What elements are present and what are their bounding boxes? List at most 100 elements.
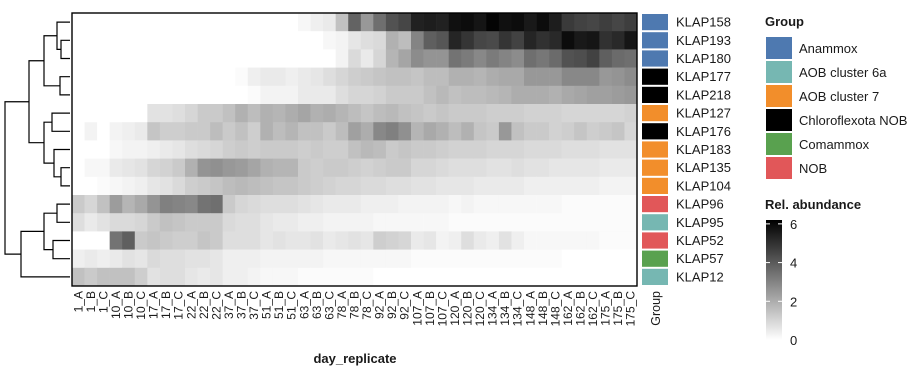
heatmap-cell <box>272 49 286 68</box>
heatmap-cell <box>72 249 85 269</box>
dendrogram-link <box>51 112 70 132</box>
heatmap-cell <box>84 31 98 50</box>
row-label: KLAP57 <box>676 251 724 266</box>
heatmap-cell <box>298 213 311 232</box>
heatmap-cell <box>335 249 349 269</box>
heatmap-cell <box>423 49 437 68</box>
heatmap-cell <box>109 140 123 159</box>
heatmap-cell <box>498 140 512 159</box>
heatmap-cell <box>624 158 638 178</box>
heatmap-cell <box>172 122 186 141</box>
heatmap-cell <box>511 13 525 32</box>
heatmap-cell <box>511 249 525 269</box>
heatmap-cell <box>197 104 211 123</box>
heatmap-cell <box>310 122 324 141</box>
heatmap-cell <box>185 122 198 141</box>
heatmap-cell <box>222 31 236 50</box>
column-label: 51_C <box>285 291 299 320</box>
heatmap-cell <box>586 195 600 214</box>
heatmap-cell <box>436 158 449 178</box>
heatmap-cell <box>398 213 412 232</box>
heatmap-cell <box>360 195 374 214</box>
heatmap-cell <box>586 85 600 105</box>
heatmap-cell <box>599 249 613 269</box>
heatmap-cell <box>574 213 588 232</box>
heatmap-cell <box>97 104 110 123</box>
heatmap-cell <box>385 49 399 68</box>
column-label: 92_B <box>385 291 399 319</box>
heatmap-cell <box>185 267 198 287</box>
column-label: 37_A <box>222 291 236 319</box>
heatmap-cell <box>398 49 412 68</box>
heatmap-cell <box>247 67 261 87</box>
heatmap-cell <box>235 31 249 50</box>
heatmap-cell <box>473 213 487 232</box>
heatmap-cell <box>461 85 475 105</box>
heatmap-cell <box>373 104 387 123</box>
row-labels: KLAP158 KLAP193 KLAP180 KLAP177 KLAP218 KLAP1… <box>676 15 731 285</box>
heatmap-cell <box>524 231 537 250</box>
heatmap-cell <box>611 195 625 214</box>
heatmap-cell <box>122 140 136 159</box>
group-swatch <box>642 159 668 176</box>
column-label: 10_C <box>134 291 148 320</box>
heatmap-cell <box>373 267 387 287</box>
heatmap-cell <box>599 140 613 159</box>
heatmap-cell <box>260 122 274 141</box>
heatmap-cell <box>398 231 412 250</box>
heatmap-cell <box>360 158 374 178</box>
dendrogram-link <box>28 60 44 144</box>
heatmap-cell <box>84 67 98 87</box>
heatmap-cell <box>147 104 161 123</box>
heatmap-cell <box>586 67 600 87</box>
heatmap-cell <box>335 158 349 178</box>
heatmap-cell <box>461 13 475 32</box>
heatmap-cell <box>285 31 299 50</box>
heatmap-cell <box>335 13 349 32</box>
heatmap-cell <box>360 104 374 123</box>
heatmap-cell <box>323 85 336 105</box>
heatmap-cell <box>498 104 512 123</box>
heatmap-cell <box>310 104 324 123</box>
heatmap-cell <box>335 31 349 50</box>
heatmap-cell <box>473 195 487 214</box>
heatmap-cell <box>611 176 625 196</box>
column-label: 92_C <box>398 291 412 320</box>
heatmap-cell <box>436 122 449 141</box>
heatmap-cell <box>611 13 625 32</box>
heatmap-cell <box>172 31 186 50</box>
heatmap-cell <box>611 67 625 87</box>
heatmap-cell <box>549 85 562 105</box>
heatmap-cell <box>147 140 161 159</box>
heatmap-cell <box>561 158 575 178</box>
heatmap-cell <box>524 158 537 178</box>
heatmap-cell <box>423 13 437 32</box>
heatmap-cell <box>97 249 110 269</box>
heatmap-cell <box>159 140 173 159</box>
heatmap-cell <box>423 249 437 269</box>
heatmap-cell <box>599 158 613 178</box>
heatmap-cell <box>411 67 424 87</box>
heatmap-cell <box>461 140 475 159</box>
heatmap-cell <box>285 49 299 68</box>
heatmap-cell <box>298 158 311 178</box>
heatmap-cell <box>486 104 500 123</box>
heatmap-cell <box>536 267 550 287</box>
heatmap-cell <box>436 31 449 50</box>
heatmap-cell <box>272 122 286 141</box>
column-label: 37_C <box>247 291 261 320</box>
column-label: 162_B <box>574 291 588 326</box>
heatmap-cell <box>511 31 525 50</box>
heatmap-cell <box>122 249 136 269</box>
heatmap-cell <box>385 140 399 159</box>
heatmap-cell <box>549 122 562 141</box>
heatmap-cell <box>84 122 98 141</box>
group-legend: Group Anammox AOB cluster 6a AOB cluster 7… <box>765 14 907 179</box>
heatmap-cell <box>473 249 487 269</box>
heatmap-cell <box>624 49 638 68</box>
heatmap-cell <box>385 85 399 105</box>
heatmap-cell <box>285 104 299 123</box>
heatmap-cell <box>310 267 324 287</box>
heatmap-cell <box>172 249 186 269</box>
heatmap-cell <box>436 195 449 214</box>
